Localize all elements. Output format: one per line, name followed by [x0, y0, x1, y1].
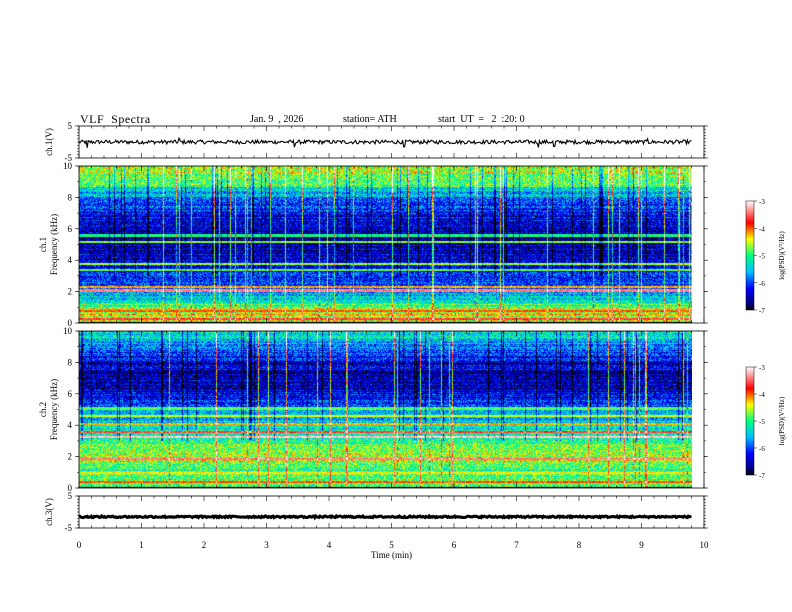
x-tick-label: 0 [77, 540, 82, 550]
ch1-spectrogram-ytick-label: 0 [68, 318, 73, 328]
ch1-colorbar-tick-label: -4 [759, 225, 765, 233]
observation-date: Jan. 9 , 2026 [250, 114, 304, 125]
x-tick-label: 2 [202, 540, 207, 550]
ch3-waveform-line [78, 513, 692, 521]
ch1-spectrogram-ylabel: ch.1 [38, 237, 48, 252]
ch3-waveform-ylabel: ch.3(V) [44, 498, 54, 526]
ch1-colorbar-label: log(PSD)(V²/Hz) [778, 231, 786, 280]
ch2-spectrogram-ytick-label: 10 [63, 326, 73, 336]
ch2-colorbar [745, 366, 755, 476]
x-tick-label: 1 [139, 540, 144, 550]
x-tick-label: 9 [639, 540, 644, 550]
ch1-colorbar-tick-label: -5 [759, 253, 765, 261]
x-tick-label: 6 [452, 540, 457, 550]
ch2-spectrogram-ytick-label: 6 [68, 389, 73, 399]
x-tick-label: 10 [700, 540, 710, 550]
ch2-spectrogram-ytick-label: 0 [68, 483, 73, 493]
ch2-spectrogram-ylabel: ch.2 [38, 402, 48, 417]
figure-title: VLF Spectra [80, 112, 151, 126]
x-tick-label: 7 [514, 540, 519, 550]
x-tick-label: 8 [577, 540, 582, 550]
ch1-waveform-ytick-label: -5 [65, 153, 73, 163]
ch3-waveform-ytick-label: 5 [68, 491, 73, 501]
station-label: station= ATH [343, 114, 397, 125]
ch1-spectrogram-ytick-label: 4 [68, 255, 73, 265]
ch1-colorbar-tick-label: -3 [759, 198, 765, 206]
ch2-spectrogram-ytick-label: 2 [68, 452, 73, 462]
ch1-spectrogram-image [79, 166, 692, 323]
x-tick-label: 5 [389, 540, 394, 550]
ch2-colorbar-tick-label: -4 [759, 391, 765, 399]
ch3-waveform-ytick-label: -5 [65, 523, 73, 533]
ch2-colorbar-tick-label: -3 [759, 364, 765, 372]
start-ut-label: start UT = 2 :20: 0 [438, 114, 525, 125]
ch1-waveform-ylabel: ch.1(V) [44, 128, 54, 156]
ch1-waveform-line [78, 136, 692, 148]
ch1-spectrogram-ytick-label: 10 [63, 161, 73, 171]
ch1-spectrogram-ytick-label: 8 [68, 192, 73, 202]
ch2-colorbar-tick-label: -5 [759, 418, 765, 426]
ch1-spectrogram-ytick-label: 6 [68, 224, 73, 234]
ch2-spectrogram-ytick-label: 4 [68, 420, 73, 430]
x-axis-label: Time (min) [371, 550, 412, 560]
ch1-colorbar-tick-label: -6 [759, 280, 765, 288]
ch2-spectrogram-ylabel2: Frequency (kHz) [49, 379, 59, 440]
ch2-colorbar-tick-label: -7 [759, 472, 765, 480]
ch1-colorbar [745, 200, 755, 311]
ch2-spectrogram-ytick-label: 8 [68, 357, 73, 367]
ch1-colorbar-tick-label: -7 [759, 307, 765, 315]
x-tick-label: 3 [264, 540, 269, 550]
x-tick-label: 4 [327, 540, 332, 550]
ch2-colorbar-label: log(PSD)(V²/Hz) [778, 396, 786, 445]
ch1-spectrogram-ylabel2: Frequency (kHz) [49, 214, 59, 275]
ch2-spectrogram-image [79, 331, 692, 488]
ch1-waveform-ytick-label: 5 [68, 121, 73, 131]
ch2-colorbar-tick-label: -6 [759, 445, 765, 453]
ch1-spectrogram-ytick-label: 2 [68, 287, 73, 297]
